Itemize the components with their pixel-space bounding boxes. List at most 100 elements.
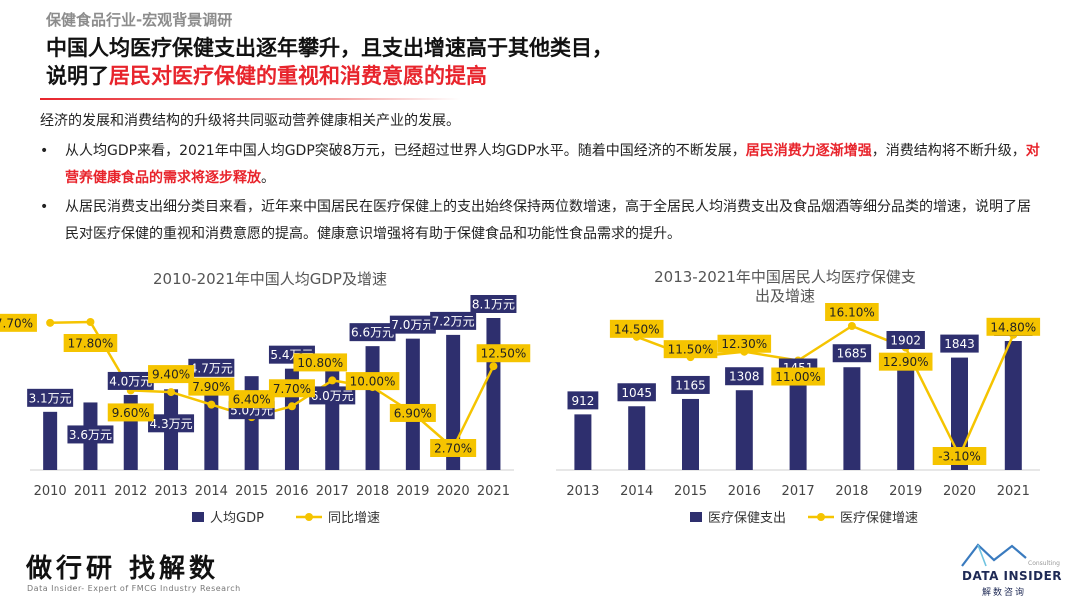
chart0-x-tick: 2013: [155, 484, 188, 499]
chart1-bar: [789, 381, 807, 470]
chart0-line-label-box: [268, 379, 315, 398]
chart0-line-label-box: [389, 403, 436, 422]
chart1-x-tick: 2018: [835, 484, 868, 499]
logo-cn: 解数咨询: [982, 588, 1027, 598]
chart1-line-label: 14.80%: [990, 320, 1036, 334]
chart0-bar-label: 6.0万元: [311, 389, 354, 403]
chart1-line-label-box: [771, 367, 825, 386]
chart0-x-tick: 2011: [74, 484, 107, 499]
intro-text: 经济的发展和消费结构的升级将共同驱动营养健康相关产业的发展。: [40, 113, 460, 129]
logo-name: DATA INSIDER: [962, 569, 1063, 583]
chart0-bar-label-box: [309, 386, 356, 405]
chart1-bar-label: 1308: [729, 370, 760, 384]
chart1-bar: [682, 398, 699, 470]
chart2-title-line1: 2013-2021年中国居民人均医疗保健支: [654, 268, 916, 286]
chart1-bar: [1004, 341, 1022, 470]
chart1-bar: [574, 414, 592, 470]
chart1-line-label: 11.50%: [668, 343, 714, 357]
chart1-bar-label-box: [617, 383, 656, 402]
chart1-bar: [628, 406, 646, 470]
brand-tagline: Data Insider- Expert of FMCG Industry Re…: [27, 584, 241, 593]
chart1-line-label-box: [986, 317, 1041, 336]
chart0-line-label-box: [430, 439, 477, 457]
chart0-bar: [486, 318, 501, 470]
chart1-bar-label-box: [725, 367, 764, 386]
chart0-x-tick: 2019: [396, 484, 429, 499]
title-prefix: 说明了: [46, 64, 109, 88]
section-kicker: 保健食品行业-宏观背景调研: [46, 11, 233, 29]
chart0-bar-label: 4.3万元: [150, 417, 193, 431]
chart0-bar-label-box: [470, 295, 517, 313]
chart0-line-point: [328, 376, 337, 385]
chart1-line-label-box: [825, 303, 879, 321]
chart1-x-tick: 2014: [620, 484, 653, 499]
chart0-legend-line-dot: [305, 513, 313, 521]
title-line-2: 说明了居民对医疗保健的重视和消费意愿的提高: [46, 62, 613, 90]
chart1-bar-label: 1045: [621, 386, 652, 400]
chart0-bar-label-box: [148, 414, 195, 433]
chart0-legend-line-label: 同比增速: [328, 511, 380, 526]
chart0-bar-label-box: [67, 425, 114, 444]
chart1-bar: [951, 357, 968, 470]
chart0-line-label: 9.40%: [152, 368, 190, 382]
chart0-line-label-box: [63, 334, 118, 352]
chart1-x-tick: 2015: [674, 484, 707, 499]
bullet-gdp-text: 从人均GDP来看，2021年中国人均GDP突破8万元，已经超过世界人均GDP水平…: [65, 138, 1040, 192]
chart0-x-tick: 2012: [114, 484, 147, 499]
chart0-line-label-box: [107, 403, 154, 422]
bullet-health-text: 从居民消费支出细分类目来看，近年来中国居民在医疗保健上的支出始终保持两位数增速，…: [65, 199, 1031, 242]
chart1-x-tick: 2013: [566, 484, 599, 499]
chart0-line-point: [46, 318, 55, 327]
chart0-x-tick: 2016: [275, 484, 308, 499]
chart0-line-label-box: [293, 353, 348, 372]
chart1-bar-label-box: [886, 330, 925, 349]
chart1-legend-bar-swatch: [690, 512, 702, 522]
chart0-x-tick: 2014: [195, 484, 228, 499]
chart1-x-tick: 2017: [782, 484, 815, 499]
chart0-line-label-box: [228, 390, 275, 409]
chart0-bar-label-box: [188, 358, 235, 377]
bullet-gdp-part3: 。: [261, 170, 275, 186]
chart0-bar-label: 6.6万元: [351, 326, 394, 340]
chart1-legend-bar-label: 医疗保健支出: [708, 511, 786, 526]
chart1-bar-label-box: [671, 375, 710, 394]
chart0-line-label: 9.60%: [112, 406, 150, 420]
chart0-bar-label: 3.6万元: [69, 428, 112, 442]
bullet-gdp-part2: ，消费结构将不断升级，: [871, 143, 1026, 159]
chart0-bar-label-box: [430, 311, 477, 330]
chart0-line-label: 17.80%: [68, 337, 114, 351]
chart0-x-tick: 2015: [235, 484, 268, 499]
chart0-x-tick: 2018: [356, 484, 389, 499]
bullet-gdp-highlight2: 对营养健康食品的需求将逐步释放: [65, 143, 1040, 186]
chart0-legend-bar-swatch: [192, 512, 204, 522]
chart0-line-label-box: [0, 313, 37, 332]
chart1-legend-line-label: 医疗保健增速: [840, 511, 918, 526]
chart1-line-label: 11.00%: [775, 370, 821, 384]
chart0-line-point: [167, 388, 176, 397]
title-line-1: 中国人均医疗保健支出逐年攀升，且支出增速高于其他类目，: [46, 36, 613, 60]
chart1-bar-label: 1843: [944, 337, 975, 351]
chart0-line-point: [86, 318, 95, 326]
chart0-line-label: 7.70%: [273, 382, 311, 396]
title-highlight: 居民对医疗保健的重视和消费意愿的提高: [109, 64, 487, 88]
brand-slogan: 做行研 找解数: [26, 554, 220, 584]
chart0-bar-label: 7.0万元: [391, 318, 434, 332]
chart1-bar: [735, 390, 753, 470]
chart1-title: 2010-2021年中国人均GDP及增速: [153, 270, 387, 288]
chart1-line-label-box: [717, 334, 772, 353]
chart0-line-label: 6.90%: [394, 406, 432, 420]
chart0-line-label-box: [345, 372, 400, 391]
chart0-bar-label-box: [349, 323, 396, 342]
chart1-line-label: 14.50%: [614, 322, 660, 336]
chart2-title: 2013-2021年中国居民人均医疗保健支 出及增速: [600, 268, 970, 306]
chart1-bar-label: 1685: [837, 347, 868, 361]
bullet-dot: •: [40, 199, 49, 215]
chart0-bar-label: 4.7万元: [190, 361, 233, 375]
chart0-x-tick: 2021: [477, 484, 510, 499]
chart0-line-label-box: [188, 377, 235, 396]
chart2-title-line2: 出及增速: [754, 287, 815, 305]
chart1-x-tick: 2019: [889, 484, 922, 499]
chart0-legend-bar-label: 人均GDP: [210, 511, 264, 526]
chart0-line-label: 2.70%: [434, 442, 472, 456]
